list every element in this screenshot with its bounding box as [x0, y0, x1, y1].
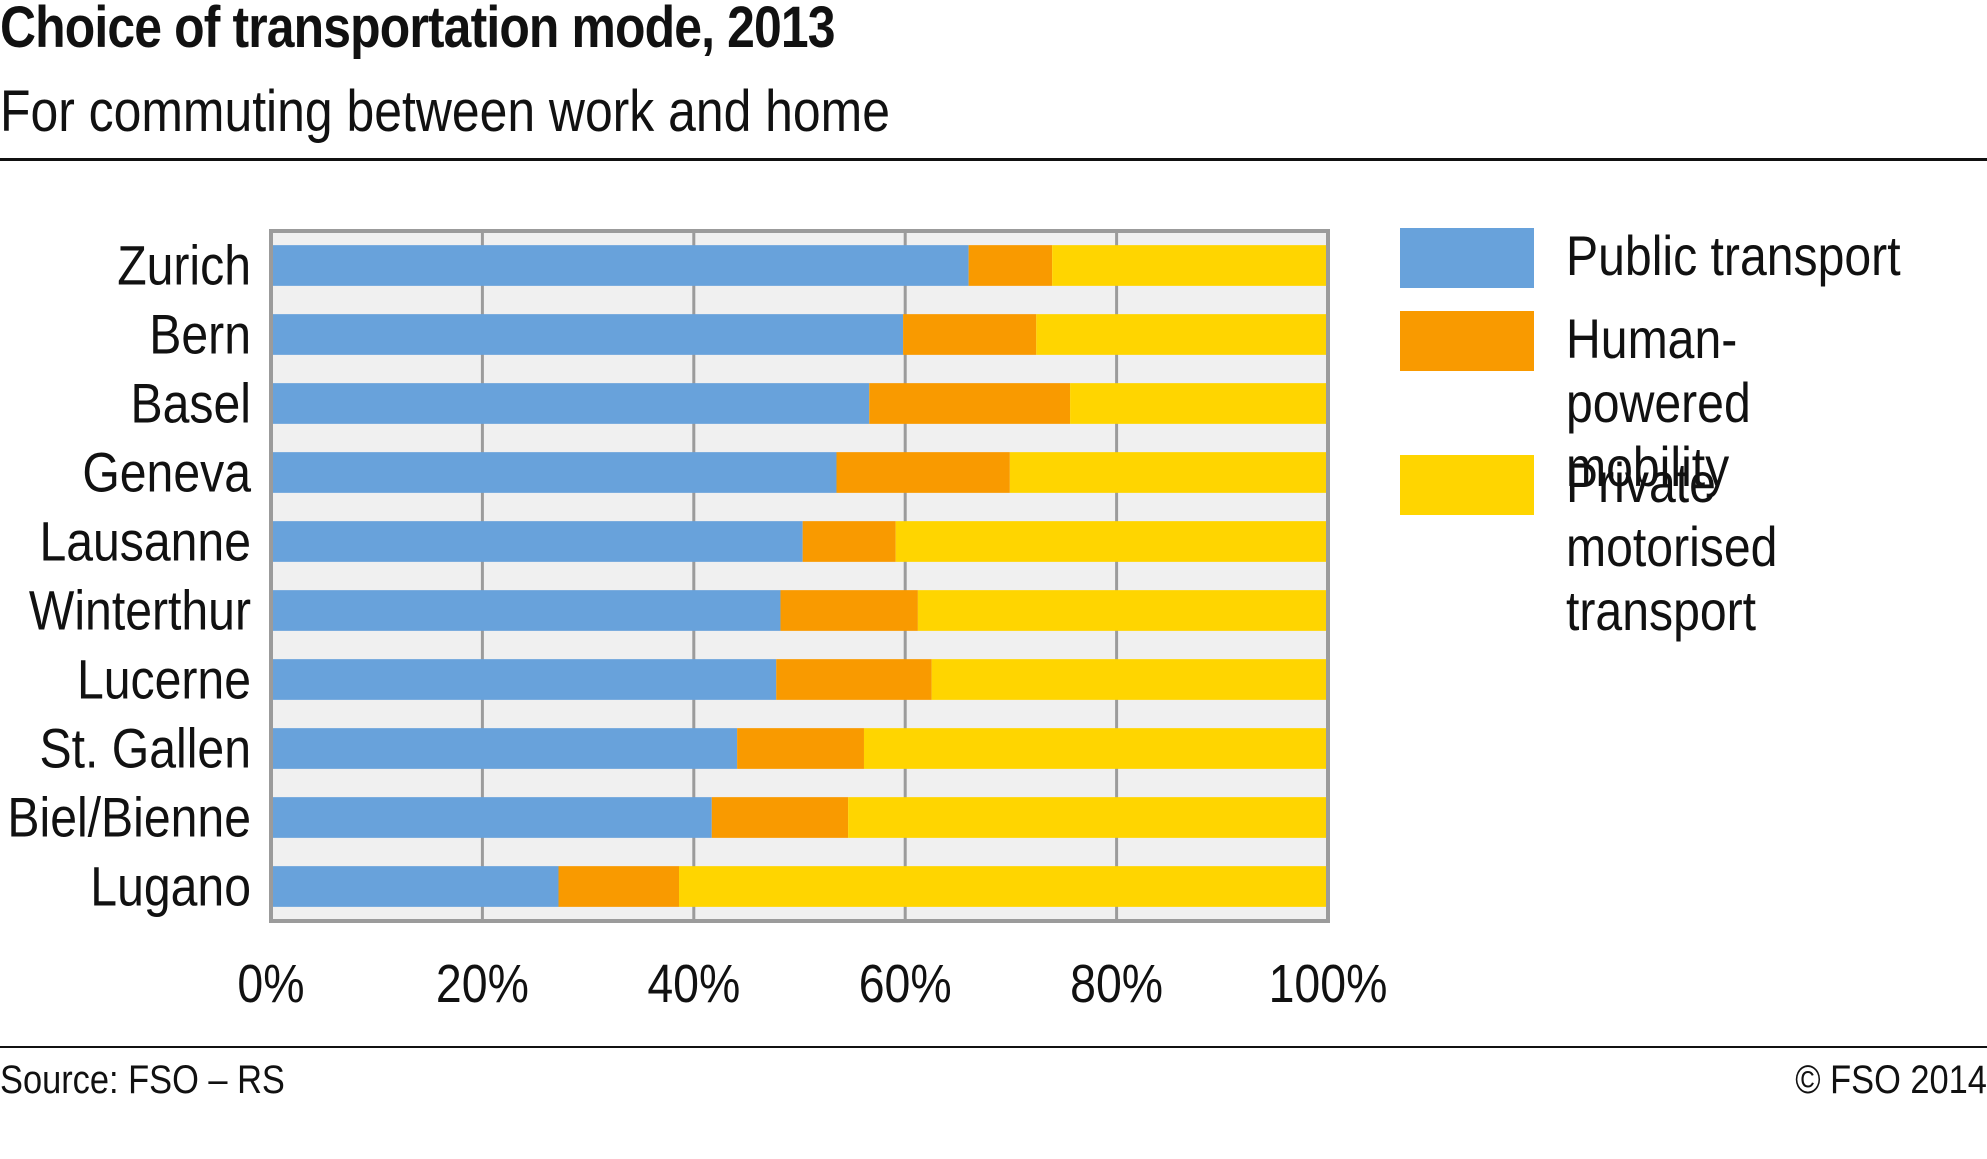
legend-label-private-motorised: Private motorised transport: [1566, 451, 1778, 642]
bar-private-motorised-transport-lausanne: [895, 521, 1328, 562]
bar-private-motorised-transport-geneva: [1009, 452, 1328, 493]
category-label: St. Gallen: [40, 718, 251, 780]
category-label: Geneva: [82, 442, 252, 504]
bar-private-motorised-transport-lucerne: [931, 659, 1328, 700]
bar-public-transport-biel-bienne: [271, 797, 712, 838]
x-tick-label: 40%: [647, 953, 740, 1014]
legend-swatch-public-transport: [1400, 228, 1534, 288]
bar-human-powered-mobility-lausanne: [802, 521, 896, 562]
bar-human-powered-mobility-zurich: [968, 245, 1053, 286]
footer-divider: [0, 1046, 1987, 1048]
x-tick-label: 0%: [237, 953, 304, 1014]
bar-public-transport-winterthur: [271, 590, 781, 631]
bar-private-motorised-transport-bern: [1036, 314, 1328, 355]
bar-human-powered-mobility-basel: [869, 383, 1071, 424]
bar-human-powered-mobility-geneva: [836, 452, 1010, 493]
bar-public-transport-st-gallen: [271, 728, 738, 769]
bar-public-transport-lugano: [271, 866, 559, 907]
bar-public-transport-basel: [271, 383, 870, 424]
bar-private-motorised-transport-zurich: [1052, 245, 1328, 286]
copyright-note: © FSO 2014: [1795, 1058, 1987, 1102]
header-divider: [0, 158, 1987, 161]
bar-human-powered-mobility-lugano: [558, 866, 680, 907]
legend-swatch-human-powered: [1400, 311, 1534, 371]
bar-human-powered-mobility-winterthur: [780, 590, 918, 631]
x-tick-label: 20%: [436, 953, 529, 1014]
bar-human-powered-mobility-st-gallen: [737, 728, 864, 769]
legend-label-human-powered: Human-powered mobility: [1566, 307, 1751, 498]
bar-public-transport-lucerne: [271, 659, 777, 700]
x-tick-label: 100%: [1269, 953, 1388, 1014]
bar-private-motorised-transport-winterthur: [917, 590, 1328, 631]
bar-human-powered-mobility-lucerne: [776, 659, 932, 700]
x-tick-label: 60%: [859, 953, 952, 1014]
bar-private-motorised-transport-basel: [1070, 383, 1328, 424]
bar-public-transport-geneva: [271, 452, 837, 493]
category-label: Lucerne: [77, 649, 251, 711]
bar-private-motorised-transport-lugano: [679, 866, 1328, 907]
bar-private-motorised-transport-st-gallen: [863, 728, 1328, 769]
bar-public-transport-zurich: [271, 245, 969, 286]
bar-human-powered-mobility-biel-bienne: [711, 797, 849, 838]
source-note: Source: FSO – RS: [0, 1058, 285, 1102]
legend-swatch-private-motorised: [1400, 455, 1534, 515]
category-label: Lugano: [90, 856, 251, 918]
bar-private-motorised-transport-biel-bienne: [848, 797, 1328, 838]
plot-frame: [269, 229, 1330, 923]
legend-label-public-transport: Public transport: [1566, 224, 1901, 287]
chart-title: Choice of transportation mode, 2013: [0, 0, 836, 60]
x-tick-label: 80%: [1070, 953, 1163, 1014]
bar-public-transport-bern: [271, 314, 904, 355]
category-label: Zurich: [117, 235, 251, 297]
category-label: Basel: [131, 373, 251, 435]
category-label: Bern: [149, 304, 251, 366]
category-label: Winterthur: [29, 580, 251, 642]
chart-subtitle: For commuting between work and home: [0, 79, 890, 144]
category-label: Biel/Bienne: [7, 787, 251, 849]
bar-public-transport-lausanne: [271, 521, 803, 562]
bar-human-powered-mobility-bern: [903, 314, 1037, 355]
category-label: Lausanne: [39, 511, 251, 573]
